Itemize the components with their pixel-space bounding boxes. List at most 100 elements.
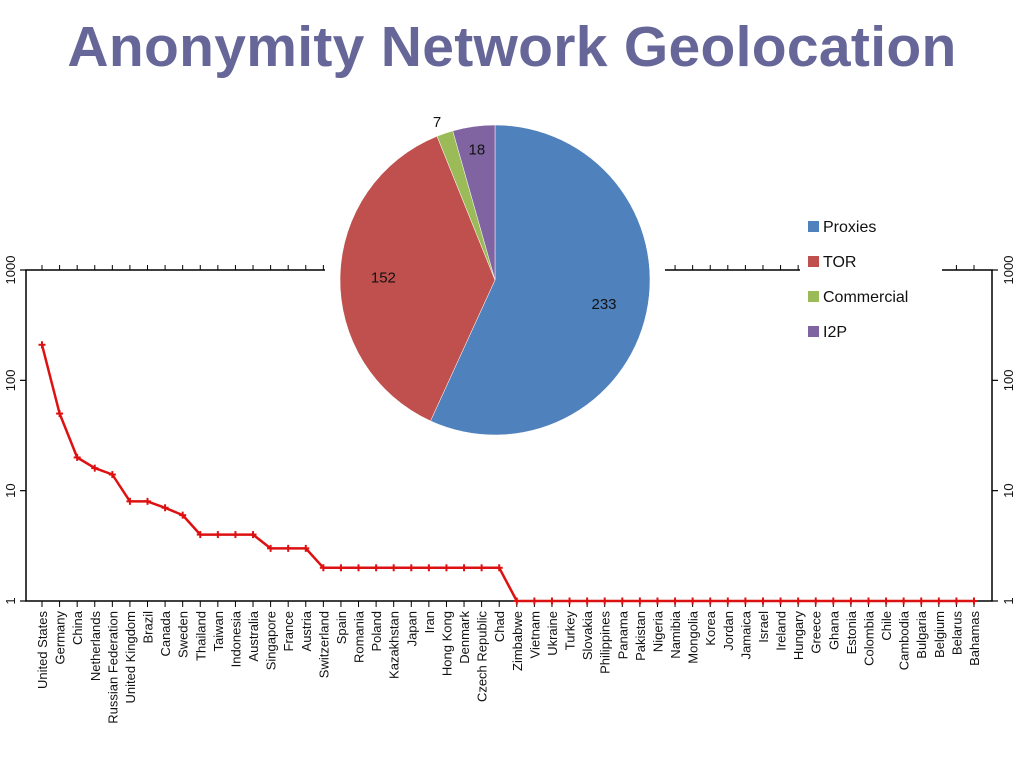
x-category-label: Belarus <box>949 611 964 656</box>
data-point <box>91 464 99 472</box>
data-point <box>583 597 591 605</box>
legend-swatch <box>808 326 819 337</box>
x-category-label: Mongolia <box>686 610 701 664</box>
pie-legend: Proxies TOR Commercial I2P <box>800 212 942 342</box>
x-category-label: Japan <box>404 611 419 646</box>
data-point <box>653 597 661 605</box>
y-tick-label-right: 1000 <box>1001 256 1016 285</box>
data-point <box>73 453 81 461</box>
y-tick-label-left: 1000 <box>3 256 18 285</box>
x-category-label: Zimbabwe <box>510 611 525 671</box>
x-category-label: Korea <box>703 610 718 645</box>
data-point <box>759 597 767 605</box>
x-category-label: Slovakia <box>580 610 595 660</box>
data-point <box>513 597 521 605</box>
x-category-label: Ireland <box>774 611 789 651</box>
x-category-label: Bahamas <box>967 611 982 666</box>
pie-slice-i2p <box>452 124 496 281</box>
pie-slices <box>325 123 665 437</box>
data-point <box>794 597 802 605</box>
pie-label-proxies: 233 <box>591 296 616 313</box>
data-point <box>425 564 433 572</box>
data-point <box>548 597 556 605</box>
x-category-label: Philippines <box>598 611 613 674</box>
x-category-label: Brazil <box>141 611 156 644</box>
y-tick-label-left: 10 <box>3 483 18 497</box>
data-point <box>337 564 345 572</box>
x-category-label: Denmark <box>457 611 472 664</box>
line-points <box>38 341 978 605</box>
x-category-label: Cambodia <box>897 610 912 670</box>
data-point <box>864 597 872 605</box>
data-point <box>917 597 925 605</box>
data-point <box>407 564 415 572</box>
x-category-label: Ukraine <box>545 611 560 656</box>
data-point <box>319 564 327 572</box>
y-axis-left: 1 10 100 1000 <box>3 256 26 605</box>
y-tick-label-left: 1 <box>3 597 18 604</box>
data-point <box>442 564 450 572</box>
legend-item-proxies: Proxies <box>808 219 876 236</box>
x-category-label: Israel <box>756 611 771 643</box>
data-point <box>530 597 538 605</box>
data-point <box>372 564 380 572</box>
data-point <box>302 544 310 552</box>
legend-item-tor: TOR <box>808 254 856 271</box>
data-point <box>812 597 820 605</box>
x-category-label: Bulgaria <box>914 610 929 658</box>
x-category-label: Singapore <box>264 611 279 670</box>
x-category-label: Hong Kong <box>439 611 454 676</box>
x-category-label: Switzerland <box>316 611 331 678</box>
x-category-label: Chad <box>492 611 507 642</box>
data-point <box>161 504 169 512</box>
data-point <box>38 341 46 349</box>
x-category-label: Ghana <box>826 610 841 650</box>
y-tick-label-right: 100 <box>1001 369 1016 391</box>
data-point <box>566 597 574 605</box>
pie-label-tor: 152 <box>371 269 396 286</box>
pie-labels: 233 152 7 18 <box>371 114 617 313</box>
data-point <box>970 597 978 605</box>
data-point <box>829 597 837 605</box>
x-category-label: Taiwan <box>211 611 226 651</box>
legend-label: TOR <box>823 254 856 271</box>
x-category-label: Estonia <box>844 610 859 654</box>
data-point <box>267 544 275 552</box>
legend-box <box>800 212 942 342</box>
y-tick-label-right: 1 <box>1001 597 1016 604</box>
x-category-label: China <box>70 610 85 645</box>
x-category-label: Nigeria <box>650 610 665 652</box>
data-point <box>618 597 626 605</box>
page-title: Anonymity Network Geolocation <box>67 15 957 79</box>
x-category-label: Colombia <box>861 610 876 666</box>
pie-slice-proxies <box>430 124 651 436</box>
x-category-label: Sweden <box>176 611 191 658</box>
data-point <box>847 597 855 605</box>
data-point <box>126 497 134 505</box>
x-category-label: Thailand <box>193 611 208 661</box>
x-category-label: Panama <box>615 610 630 659</box>
x-category-label: Spain <box>334 611 349 644</box>
x-category-label: Jordan <box>721 611 736 651</box>
data-point <box>355 564 363 572</box>
data-point <box>671 597 679 605</box>
data-point <box>882 597 890 605</box>
data-point <box>706 597 714 605</box>
legend-item-commercial: Commercial <box>808 289 908 306</box>
y-tick-label-right: 10 <box>1001 483 1016 497</box>
x-category-label: Namibia <box>668 610 683 658</box>
legend-swatch <box>808 291 819 302</box>
x-category-label: Greece <box>809 611 824 654</box>
x-category-label: Kazakhstan <box>387 611 402 679</box>
data-point <box>935 597 943 605</box>
data-point <box>179 511 187 519</box>
y-tick-label-left: 100 <box>3 369 18 391</box>
x-category-label: Pakistan <box>633 611 648 661</box>
x-category-label: Germany <box>53 611 68 665</box>
data-point <box>601 597 609 605</box>
data-point <box>741 597 749 605</box>
x-category-label: Russian Federation <box>105 611 120 724</box>
pie-slice-tor <box>339 135 496 422</box>
data-point <box>495 564 503 572</box>
